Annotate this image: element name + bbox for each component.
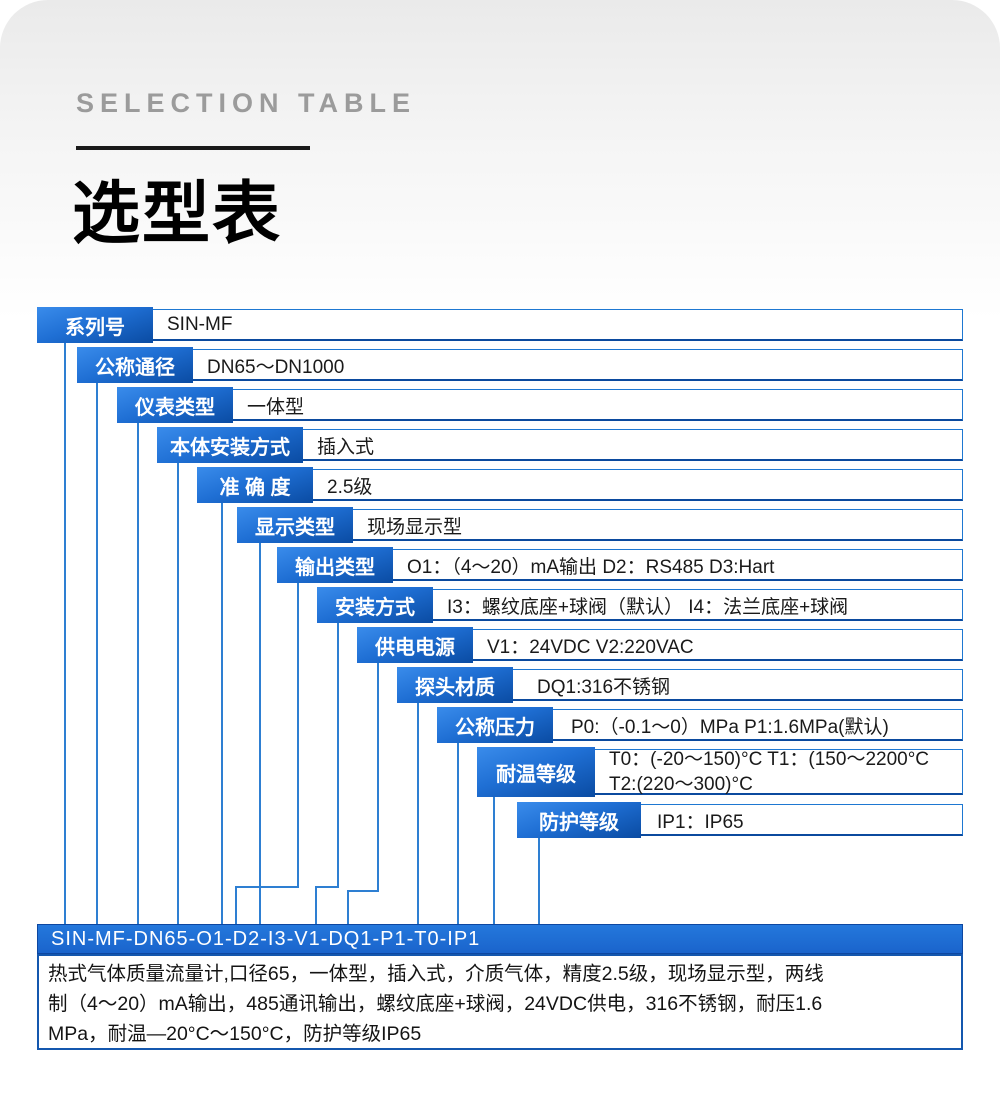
row-label: 仪表类型 [117, 387, 233, 423]
row-label: 输出类型 [277, 547, 393, 583]
row-value: P0:（-0.1～0）MPa P1:1.6MPa(默认) [571, 716, 889, 738]
page-top-gradient [0, 0, 1000, 320]
connector-line [177, 463, 179, 924]
connector-line [259, 543, 261, 924]
connector-line [337, 623, 339, 888]
row-value: I3：螺纹底座+球阀（默认） I4：法兰底座+球阀 [447, 596, 849, 618]
row-display-type: 显示类型 现场显示型 [237, 507, 963, 543]
connector-line [315, 886, 339, 888]
connector-line [417, 703, 419, 924]
row-value: SIN-MF [167, 314, 233, 335]
row-value: DQ1:316不锈钢 [537, 676, 671, 698]
row-label: 探头材质 [397, 667, 513, 703]
row-value-line2: T2:(220～300)°C [609, 774, 753, 795]
row-power-supply: 供电电源 V1：24VDC V2:220VAC [357, 627, 963, 663]
connector-line [64, 343, 66, 924]
row-value: 插入式 [317, 436, 375, 458]
row-value: IP1：IP65 [657, 811, 744, 833]
description-line: 制（4～20）mA输出，485通讯输出，螺纹底座+球阀，24VDC供电，316不… [48, 993, 823, 1015]
connector-line [347, 890, 349, 924]
row-value: T0：(-20～150)°C T1：(150～2200°C T2:(220～30… [609, 747, 929, 797]
row-value-area [237, 509, 963, 541]
description-line: 热式气体质量流量计,口径65，一体型，插入式，介质气体，精度2.5级，现场显示型… [48, 963, 824, 985]
row-instrument-type: 仪表类型 一体型 [117, 387, 963, 423]
row-temperature-rating: 耐温等级 T0：(-20～150)°C T1：(150～2200°C T2:(2… [477, 747, 963, 797]
row-label: 公称压力 [437, 707, 553, 743]
row-nominal-pressure: 公称压力 P0:（-0.1～0）MPa P1:1.6MPa(默认) [437, 707, 963, 743]
row-value: 现场显示型 [367, 516, 463, 538]
row-label: 系列号 [37, 307, 153, 343]
model-description-box: 热式气体质量流量计,口径65，一体型，插入式，介质气体，精度2.5级，现场显示型… [37, 954, 963, 1050]
row-label: 供电电源 [357, 627, 473, 663]
connector-line [297, 583, 299, 888]
row-probe-material: 探头材质 DQ1:316不锈钢 [397, 667, 963, 703]
row-label: 防护等级 [517, 802, 641, 838]
row-mounting-method: 安装方式 I3：螺纹底座+球阀（默认） I4：法兰底座+球阀 [317, 587, 963, 623]
connector-line [377, 663, 379, 892]
row-label: 公称通径 [77, 347, 193, 383]
row-series: 系列号 SIN-MF [37, 307, 963, 343]
row-value: O1：（4～20）mA输出 D2：RS485 D3:Hart [407, 556, 775, 578]
row-value-area [197, 469, 963, 501]
connector-line [235, 886, 299, 888]
row-accuracy: 准 确 度 2.5级 [197, 467, 963, 503]
row-value-line1: T0：(-20～150)°C T1：(150～2200°C [609, 749, 930, 770]
model-code-bar: SIN-MF-DN65-O1-D2-I3-V1-DQ1-P1-T0-IP1 [37, 924, 963, 954]
row-label: 安装方式 [317, 587, 433, 623]
page-title: 选型表 [72, 176, 283, 252]
row-protection-rating: 防护等级 IP1：IP65 [517, 802, 963, 838]
title-underline [76, 146, 310, 150]
connector-line [457, 743, 459, 924]
row-label: 耐温等级 [477, 747, 595, 797]
connector-line [538, 838, 540, 924]
connector-line [96, 383, 98, 924]
row-value: DN65～DN1000 [207, 356, 345, 378]
row-label: 显示类型 [237, 507, 353, 543]
connector-line [137, 423, 139, 924]
row-body-mounting: 本体安装方式 插入式 [157, 427, 963, 463]
row-nominal-diameter: 公称通径 DN65～DN1000 [77, 347, 963, 383]
row-value-area [117, 389, 963, 421]
connector-line [347, 890, 379, 892]
connector-line [235, 886, 237, 924]
section-eyebrow: SELECTION TABLE [76, 88, 417, 118]
model-code: SIN-MF-DN65-O1-D2-I3-V1-DQ1-P1-T0-IP1 [51, 927, 481, 950]
row-value-area [77, 349, 963, 381]
row-label: 本体安装方式 [157, 427, 303, 463]
row-value: 一体型 [247, 396, 305, 418]
connector-line [315, 886, 317, 924]
row-label: 准 确 度 [197, 467, 313, 503]
row-value-area [37, 309, 963, 341]
row-value: V1：24VDC V2:220VAC [487, 636, 694, 658]
row-value: 2.5级 [327, 476, 373, 498]
connector-line [493, 797, 495, 924]
connector-line [221, 503, 223, 924]
description-line: MPa，耐温—20°C～150°C，防护等级IP65 [48, 1023, 422, 1045]
row-output-type: 输出类型 O1：（4～20）mA输出 D2：RS485 D3:Hart [277, 547, 963, 583]
